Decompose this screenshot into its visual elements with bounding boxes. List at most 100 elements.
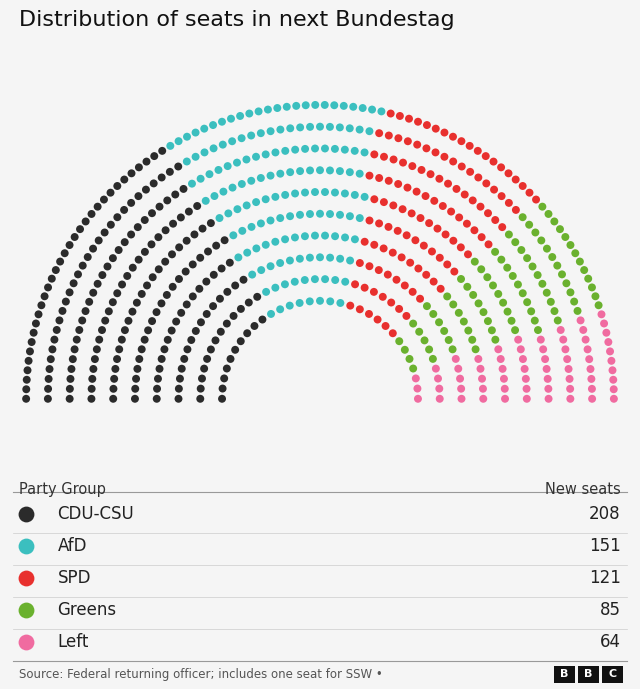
- Point: [86, 383, 97, 394]
- Point: [384, 130, 394, 141]
- Point: [438, 200, 448, 212]
- Point: [260, 194, 271, 205]
- Point: [546, 296, 556, 307]
- Point: [424, 218, 434, 229]
- Point: [349, 145, 360, 156]
- Point: [345, 167, 355, 178]
- Point: [364, 260, 374, 271]
- Point: [493, 344, 504, 355]
- Point: [44, 373, 54, 384]
- Point: [586, 373, 596, 384]
- Point: [413, 263, 424, 274]
- Point: [339, 101, 349, 112]
- Point: [246, 221, 257, 232]
- Point: [522, 383, 532, 394]
- Point: [562, 353, 572, 364]
- Point: [130, 393, 140, 404]
- Point: [422, 120, 432, 131]
- Point: [393, 133, 403, 144]
- Point: [439, 152, 449, 163]
- Point: [493, 289, 504, 300]
- Point: [43, 383, 53, 394]
- Point: [285, 300, 295, 311]
- Point: [483, 239, 493, 250]
- Point: [266, 125, 276, 136]
- Point: [397, 204, 408, 215]
- Point: [412, 139, 422, 150]
- Point: [522, 393, 532, 404]
- Point: [587, 282, 597, 293]
- Point: [524, 219, 534, 230]
- Point: [419, 335, 429, 346]
- Text: 208: 208: [589, 505, 621, 523]
- Point: [474, 298, 484, 309]
- Point: [443, 178, 453, 189]
- Point: [442, 259, 452, 270]
- Point: [383, 269, 393, 280]
- Point: [451, 353, 461, 364]
- Point: [345, 123, 355, 134]
- Point: [489, 184, 499, 195]
- Point: [465, 141, 475, 152]
- Point: [572, 305, 582, 316]
- Point: [325, 121, 335, 132]
- Point: [456, 383, 467, 394]
- Point: [119, 174, 129, 185]
- Point: [29, 327, 39, 338]
- Point: [51, 265, 61, 276]
- Point: [40, 291, 50, 302]
- Point: [94, 334, 104, 345]
- Point: [127, 263, 138, 274]
- Point: [510, 325, 520, 336]
- Point: [88, 363, 99, 374]
- Point: [380, 320, 390, 331]
- Point: [216, 263, 227, 274]
- Point: [421, 269, 431, 280]
- Point: [410, 235, 420, 246]
- Point: [247, 269, 257, 280]
- Point: [527, 261, 538, 272]
- Point: [208, 120, 218, 131]
- Point: [75, 224, 85, 235]
- Point: [608, 374, 618, 385]
- Point: [448, 131, 458, 142]
- Point: [454, 212, 464, 223]
- Point: [557, 269, 567, 280]
- Point: [536, 235, 547, 246]
- Point: [560, 344, 570, 355]
- Point: [565, 383, 575, 394]
- Point: [429, 276, 439, 287]
- Point: [488, 280, 498, 291]
- Text: Party Group: Party Group: [19, 482, 106, 497]
- Point: [473, 172, 483, 183]
- Point: [132, 222, 143, 233]
- Point: [394, 336, 404, 347]
- Point: [24, 356, 34, 367]
- Point: [73, 269, 83, 280]
- Point: [463, 249, 473, 260]
- Point: [543, 209, 554, 220]
- Point: [467, 334, 477, 345]
- Point: [378, 291, 388, 302]
- Point: [227, 136, 237, 147]
- Point: [392, 274, 402, 285]
- Point: [349, 189, 360, 200]
- Point: [209, 143, 219, 154]
- Point: [435, 252, 445, 263]
- Text: 85: 85: [600, 601, 621, 619]
- Point: [251, 152, 261, 163]
- Point: [223, 208, 234, 219]
- Point: [537, 201, 547, 212]
- Point: [537, 278, 547, 289]
- Point: [462, 281, 472, 292]
- Text: Distribution of seats in next Bundestag: Distribution of seats in next Bundestag: [19, 10, 455, 30]
- Text: B: B: [560, 669, 568, 679]
- Point: [174, 274, 184, 285]
- Point: [315, 121, 325, 132]
- Point: [252, 291, 262, 302]
- Point: [358, 103, 368, 114]
- Point: [187, 178, 197, 189]
- Point: [580, 334, 591, 345]
- Point: [65, 287, 75, 298]
- Point: [43, 393, 53, 404]
